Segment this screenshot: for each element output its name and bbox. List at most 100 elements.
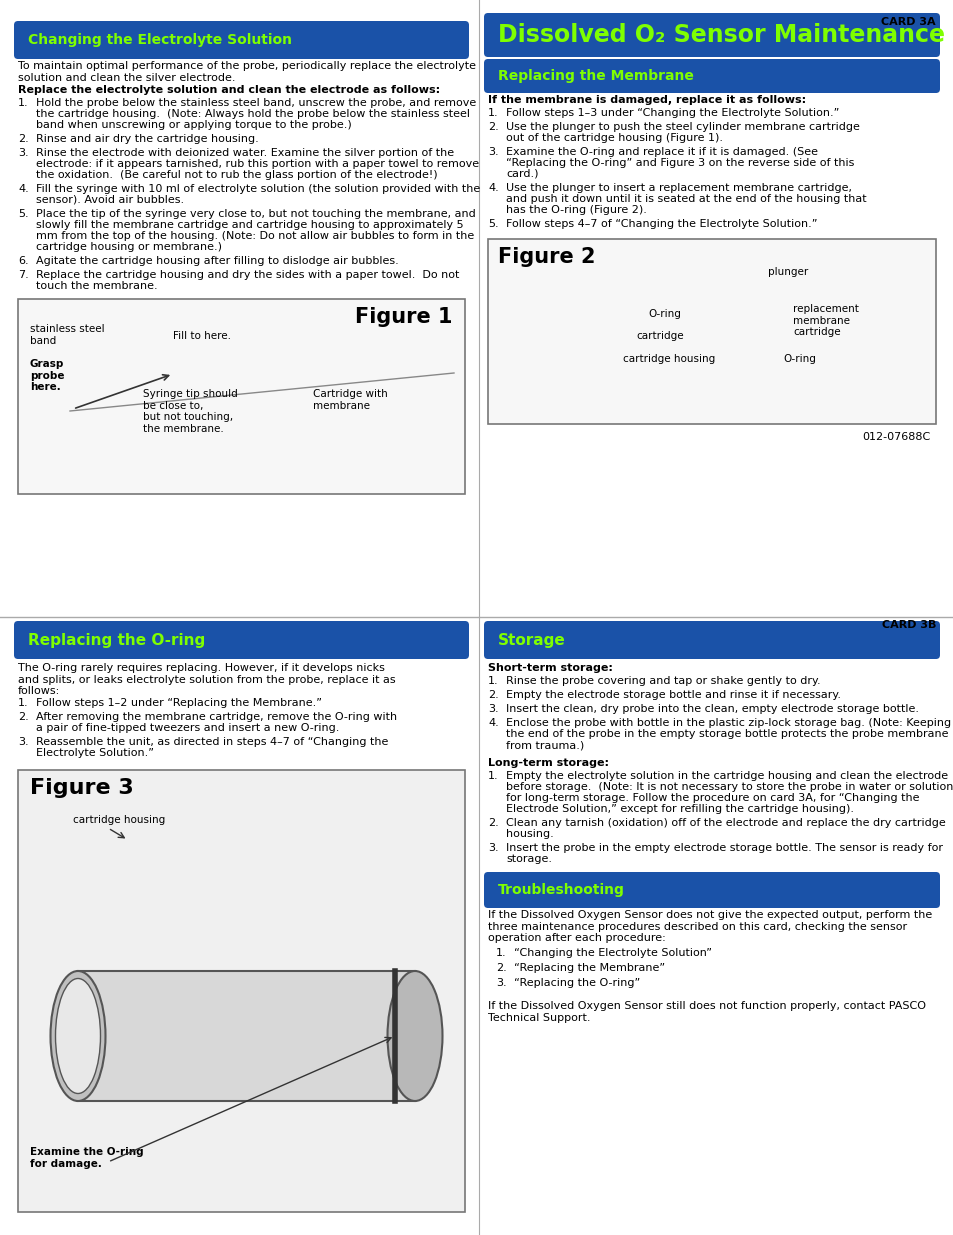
Text: out of the cartridge housing (Figure 1).: out of the cartridge housing (Figure 1).	[505, 133, 722, 143]
Text: 2.: 2.	[488, 690, 498, 700]
Text: cartridge: cartridge	[636, 331, 683, 341]
Text: Insert the probe in the empty electrode storage bottle. The sensor is ready for: Insert the probe in the empty electrode …	[505, 844, 942, 853]
Text: Insert the clean, dry probe into the clean, empty electrode storage bottle.: Insert the clean, dry probe into the cle…	[505, 704, 918, 714]
Text: 2.: 2.	[488, 122, 498, 132]
Text: 5.: 5.	[488, 219, 498, 228]
Text: 5.: 5.	[18, 209, 29, 219]
Text: Storage: Storage	[497, 632, 565, 647]
Text: After removing the membrane cartridge, remove the O-ring with: After removing the membrane cartridge, r…	[36, 713, 396, 722]
Text: 2.: 2.	[488, 818, 498, 827]
Text: mm from the top of the housing. (Note: Do not allow air bubbles to form in the: mm from the top of the housing. (Note: D…	[36, 231, 474, 241]
Text: 3.: 3.	[18, 737, 29, 747]
Text: Hold the probe below the stainless steel band, unscrew the probe, and remove: Hold the probe below the stainless steel…	[36, 98, 476, 107]
Ellipse shape	[387, 971, 442, 1100]
Text: Figure 3: Figure 3	[30, 778, 133, 798]
FancyBboxPatch shape	[483, 59, 939, 93]
Text: The O-ring rarely requires replacing. However, if it develops nicks
and splits, : The O-ring rarely requires replacing. Ho…	[18, 663, 395, 697]
Text: Cartridge with
membrane: Cartridge with membrane	[313, 389, 387, 410]
Text: 012-07688C: 012-07688C	[862, 432, 930, 442]
Text: from trauma.): from trauma.)	[505, 740, 583, 750]
Text: Changing the Electrolyte Solution: Changing the Electrolyte Solution	[28, 33, 292, 47]
Text: Rinse the probe covering and tap or shake gently to dry.: Rinse the probe covering and tap or shak…	[505, 676, 820, 685]
FancyBboxPatch shape	[483, 14, 939, 57]
Text: cartridge housing: cartridge housing	[622, 354, 715, 364]
FancyBboxPatch shape	[483, 872, 939, 908]
Text: and push it down until it is seated at the end of the housing that: and push it down until it is seated at t…	[505, 194, 865, 204]
Text: O-ring: O-ring	[647, 309, 680, 319]
Text: replacement
membrane
cartridge: replacement membrane cartridge	[792, 304, 858, 337]
Text: Long-term storage:: Long-term storage:	[488, 758, 608, 768]
Text: 1.: 1.	[488, 676, 498, 685]
Text: If the Dissolved Oxygen Sensor does not give the expected output, perform the
th: If the Dissolved Oxygen Sensor does not …	[488, 910, 931, 944]
Text: To maintain optimal performance of the probe, periodically replace the electroly: To maintain optimal performance of the p…	[18, 61, 476, 83]
Text: “Replacing the O-ring”: “Replacing the O-ring”	[514, 978, 639, 988]
Text: Figure 2: Figure 2	[497, 247, 595, 267]
FancyBboxPatch shape	[14, 621, 469, 659]
Ellipse shape	[55, 978, 100, 1093]
Text: slowly fill the membrane cartridge and cartridge housing to approximately 5: slowly fill the membrane cartridge and c…	[36, 220, 463, 230]
Text: for long-term storage. Follow the procedure on card 3A, for “Changing the: for long-term storage. Follow the proced…	[505, 793, 919, 803]
Bar	[18, 299, 464, 494]
Text: before storage.  (Note: It is not necessary to store the probe in water or solut: before storage. (Note: It is not necessa…	[505, 782, 952, 792]
Text: Replace the cartridge housing and dry the sides with a paper towel.  Do not: Replace the cartridge housing and dry th…	[36, 270, 459, 280]
Text: 4.: 4.	[18, 184, 29, 194]
Text: the end of the probe in the empty storage bottle protects the probe membrane: the end of the probe in the empty storag…	[505, 729, 947, 739]
Text: Figure 1: Figure 1	[355, 308, 453, 327]
Bar	[78, 971, 415, 1100]
Text: cartridge housing: cartridge housing	[73, 815, 165, 825]
Text: 3.: 3.	[488, 704, 498, 714]
Text: storage.: storage.	[505, 853, 552, 864]
Text: 4.: 4.	[488, 718, 498, 727]
Text: Enclose the probe with bottle in the plastic zip-lock storage bag. (Note: Keepin: Enclose the probe with bottle in the pla…	[505, 718, 950, 727]
Text: has the O-ring (Figure 2).: has the O-ring (Figure 2).	[505, 205, 646, 215]
Text: Fill the syringe with 10 ml of electrolyte solution (the solution provided with : Fill the syringe with 10 ml of electroly…	[36, 184, 479, 194]
Text: Follow steps 1–3 under “Changing the Electrolyte Solution.”: Follow steps 1–3 under “Changing the Ele…	[505, 107, 839, 119]
Text: Use the plunger to push the steel cylinder membrane cartridge: Use the plunger to push the steel cylind…	[505, 122, 859, 132]
Text: Place the tip of the syringe very close to, but not touching the membrane, and: Place the tip of the syringe very close …	[36, 209, 476, 219]
Text: Short-term storage:: Short-term storage:	[488, 663, 612, 673]
Text: sensor). Avoid air bubbles.: sensor). Avoid air bubbles.	[36, 195, 184, 205]
Text: O-ring: O-ring	[782, 354, 815, 364]
Text: Clean any tarnish (oxidation) off of the electrode and replace the dry cartridge: Clean any tarnish (oxidation) off of the…	[505, 818, 944, 827]
Text: Replace the electrolyte solution and clean the electrode as follows:: Replace the electrolyte solution and cle…	[18, 85, 439, 95]
Bar	[18, 769, 464, 1212]
Text: a pair of fine-tipped tweezers and insert a new O-ring.: a pair of fine-tipped tweezers and inser…	[36, 722, 339, 734]
Text: Dissolved O₂ Sensor Maintenance: Dissolved O₂ Sensor Maintenance	[497, 23, 944, 47]
Text: Syringe tip should
be close to,
but not touching,
the membrane.: Syringe tip should be close to, but not …	[143, 389, 237, 433]
Text: electrode: if it appears tarnished, rub this portion with a paper towel to remov: electrode: if it appears tarnished, rub …	[36, 159, 478, 169]
Text: 3.: 3.	[18, 148, 29, 158]
Text: 6.: 6.	[18, 256, 29, 266]
Text: Agitate the cartridge housing after filling to dislodge air bubbles.: Agitate the cartridge housing after fill…	[36, 256, 398, 266]
Text: 3.: 3.	[488, 147, 498, 157]
Text: CARD 3B: CARD 3B	[881, 620, 935, 630]
Text: 2.: 2.	[18, 135, 29, 144]
Text: card.): card.)	[505, 169, 537, 179]
Text: Replacing the Membrane: Replacing the Membrane	[497, 69, 693, 83]
Text: Electrolyte Solution.”: Electrolyte Solution.”	[36, 748, 153, 758]
Text: Replacing the O-ring: Replacing the O-ring	[28, 632, 205, 647]
Text: plunger: plunger	[767, 267, 807, 277]
Text: 1.: 1.	[496, 948, 506, 958]
Text: Troubleshooting: Troubleshooting	[497, 883, 624, 897]
Text: Electrode Solution,” except for refilling the cartridge housing).: Electrode Solution,” except for refillin…	[505, 804, 853, 814]
Text: 1.: 1.	[488, 107, 498, 119]
Text: 1.: 1.	[18, 98, 29, 107]
FancyBboxPatch shape	[483, 621, 939, 659]
Text: Empty the electrode storage bottle and rinse it if necessary.: Empty the electrode storage bottle and r…	[505, 690, 841, 700]
Text: 7.: 7.	[18, 270, 29, 280]
Bar	[488, 240, 935, 424]
Text: Follow steps 1–2 under “Replacing the Membrane.”: Follow steps 1–2 under “Replacing the Me…	[36, 698, 322, 708]
Text: stainless steel
band: stainless steel band	[30, 324, 105, 346]
Text: Follow steps 4–7 of “Changing the Electrolyte Solution.”: Follow steps 4–7 of “Changing the Electr…	[505, 219, 817, 228]
Text: “Replacing the O-ring” and Figure 3 on the reverse side of this: “Replacing the O-ring” and Figure 3 on t…	[505, 158, 854, 168]
Text: 2.: 2.	[18, 713, 29, 722]
Text: 1.: 1.	[488, 771, 498, 781]
Text: Use the plunger to insert a replacement membrane cartridge,: Use the plunger to insert a replacement …	[505, 183, 851, 193]
Text: Reassemble the unit, as directed in steps 4–7 of “Changing the: Reassemble the unit, as directed in step…	[36, 737, 388, 747]
Text: Fill to here.: Fill to here.	[172, 331, 231, 341]
Text: cartridge housing or membrane.): cartridge housing or membrane.)	[36, 242, 222, 252]
Text: Empty the electrolyte solution in the cartridge housing and clean the electrode: Empty the electrolyte solution in the ca…	[505, 771, 947, 781]
Text: the oxidation.  (Be careful not to rub the glass portion of the electrode!): the oxidation. (Be careful not to rub th…	[36, 170, 437, 180]
Text: Grasp
probe
here.: Grasp probe here.	[30, 359, 65, 393]
Ellipse shape	[51, 971, 106, 1100]
